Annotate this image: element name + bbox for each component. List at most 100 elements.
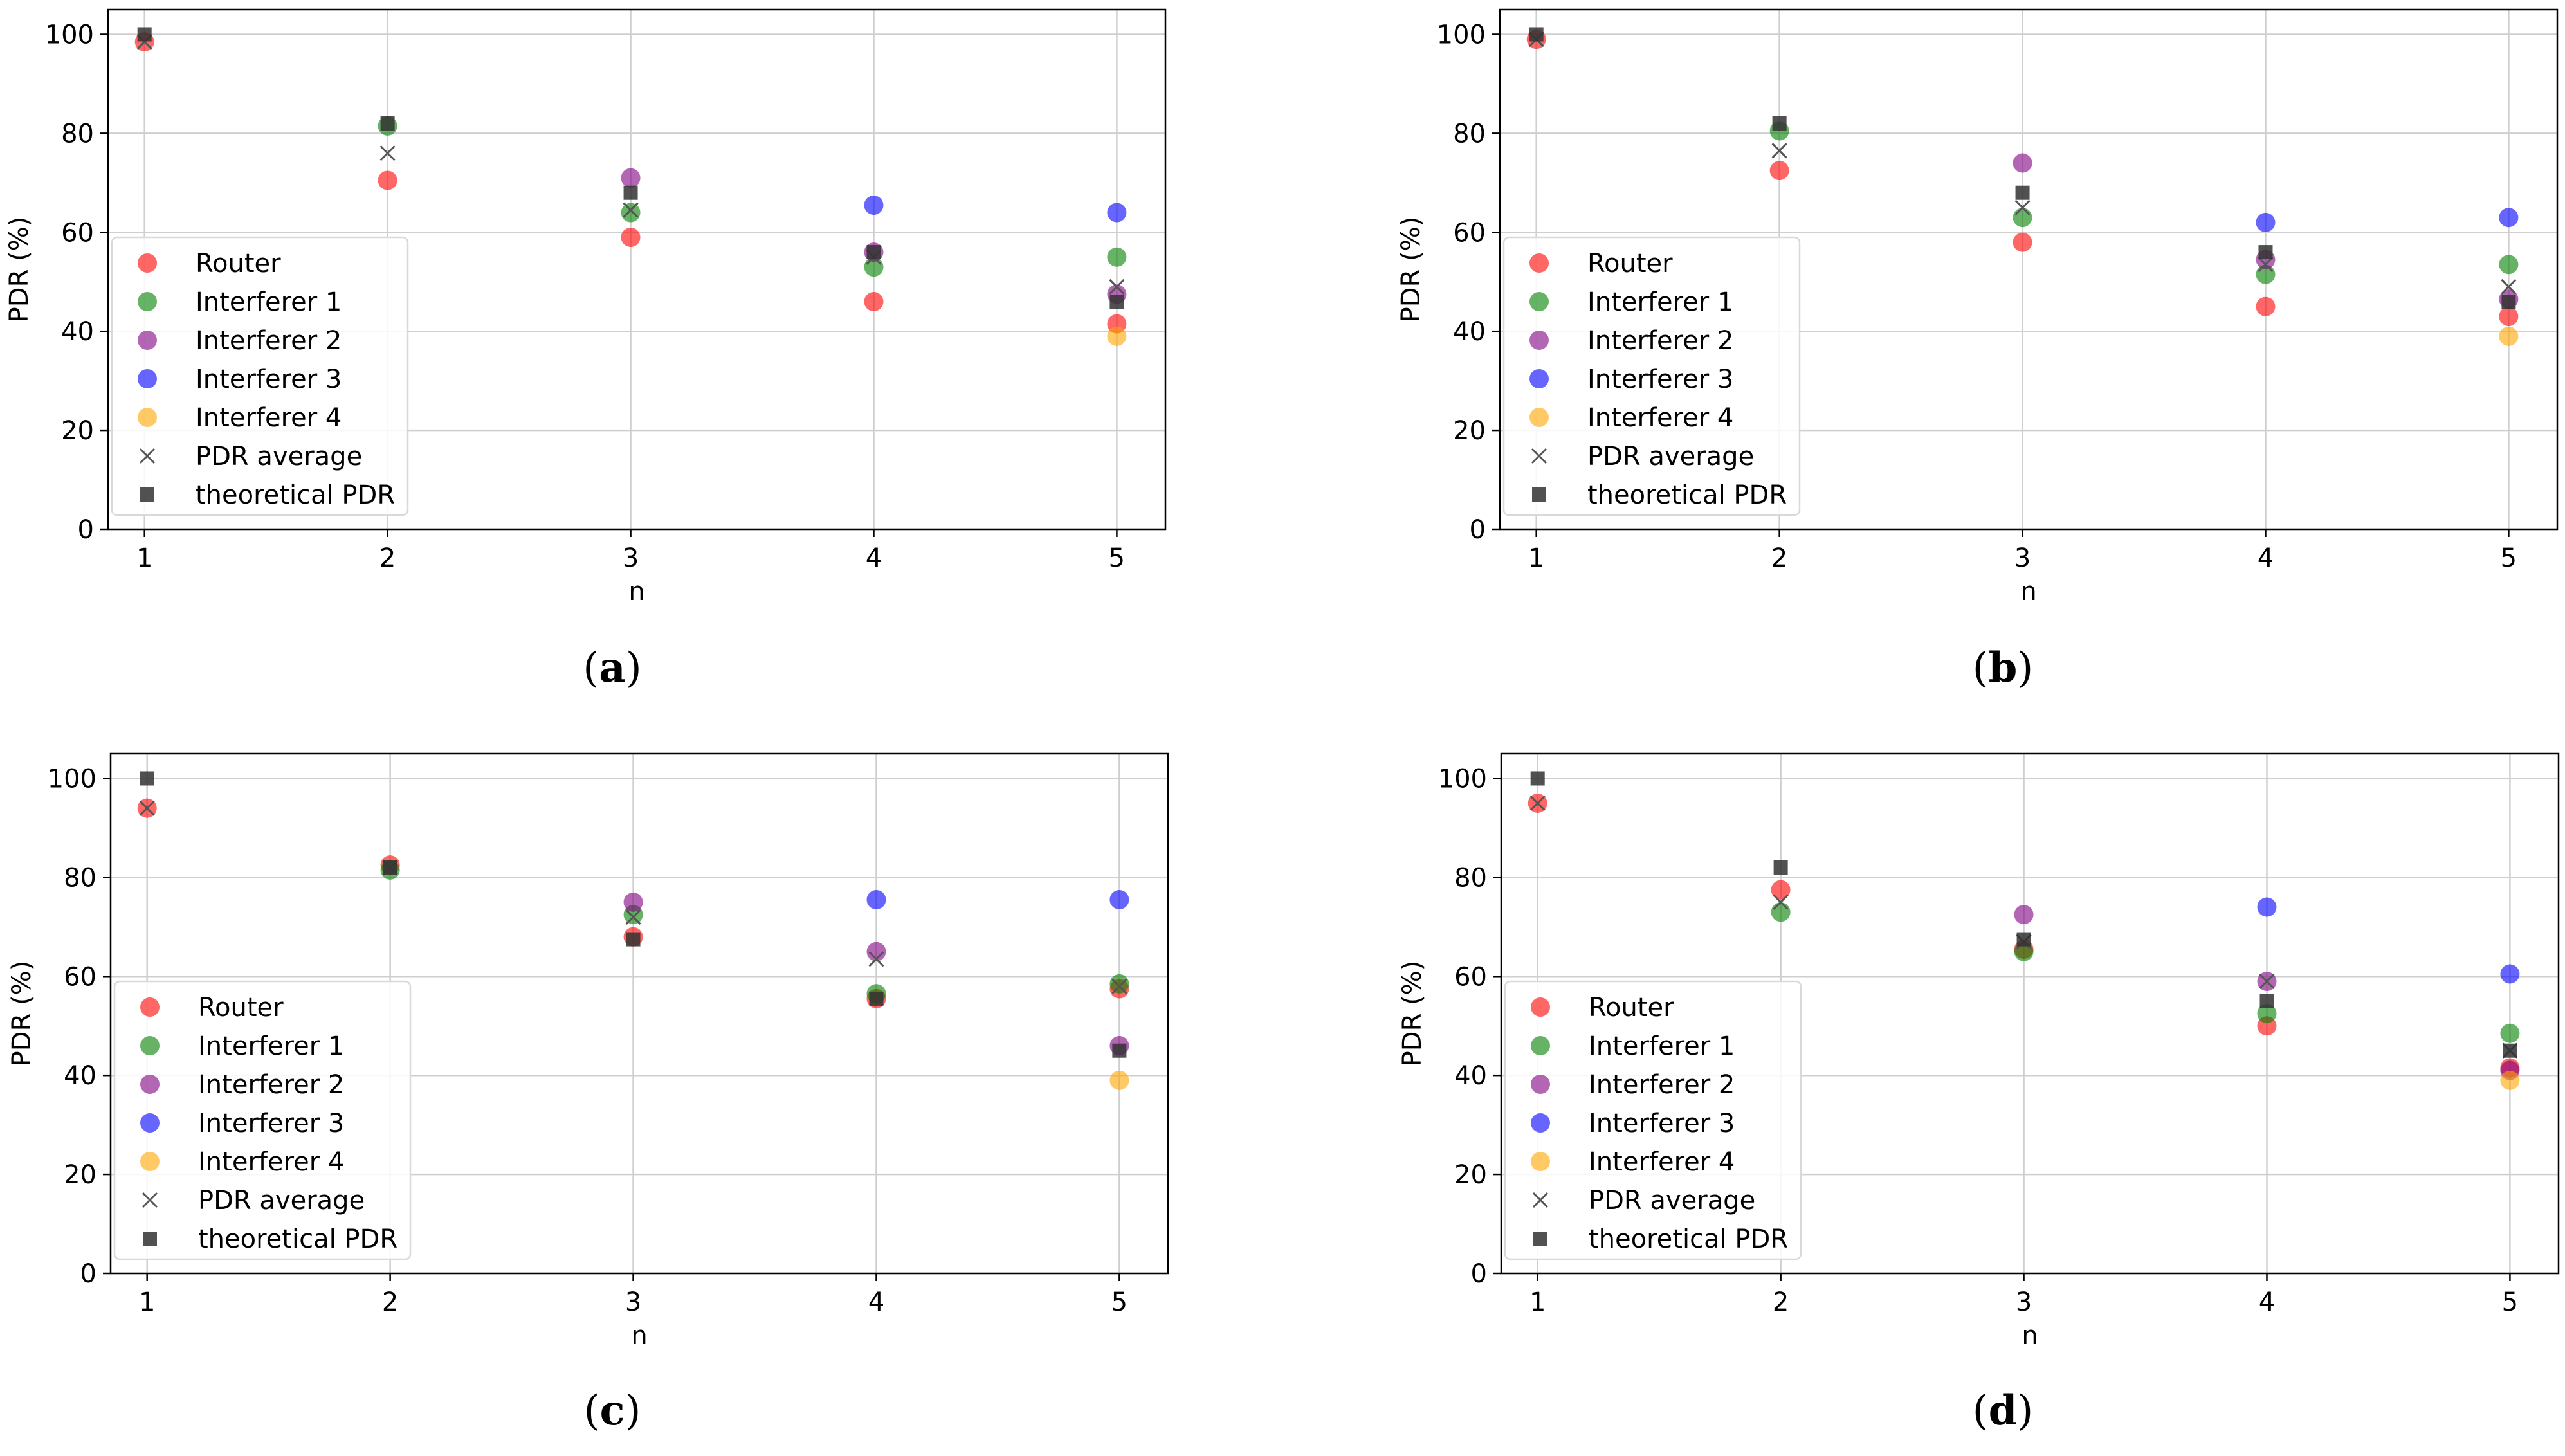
point-interferer-3-n5 [2499,208,2519,228]
point-interferer-1-n5 [1107,247,1127,267]
x-axis-label: n [2022,1321,2038,1351]
legend-marker-theoretical-pdr [1533,1232,1547,1246]
point-theoretical-pdr-n3 [2016,932,2031,947]
legend-marker-interferer-3 [140,1113,160,1133]
point-interferer-1-n3 [621,203,641,223]
y-axis-label: PDR (%) [1398,961,1427,1067]
point-pdr-average-n4 [868,951,884,967]
legend-marker-interferer-4 [1529,408,1549,427]
y-tick-label: 20 [64,1160,96,1190]
x-tick-label: 2 [1773,1288,1789,1317]
x-tick-label: 3 [625,1288,641,1317]
point-theoretical-pdr-n2 [1773,860,1788,875]
legend-label: Interferer 4 [198,1147,344,1177]
point-router-n3 [621,227,641,247]
panel-caption: (b) [1973,644,2034,692]
legend-box [1504,980,1802,1260]
legend-marker-interferer-3 [1529,369,1549,388]
y-tick-label: 0 [1470,515,1486,545]
legend-label: Interferer 3 [198,1109,344,1138]
x-tick-label: 1 [136,543,152,573]
point-pdr-average-n3 [625,909,641,925]
legend-label: Interferer 2 [196,326,342,356]
point-theoretical-pdr-n5 [1109,295,1124,309]
point-theoretical-pdr-n1 [1530,771,1545,786]
legend-marker-pdr-average [141,1192,158,1208]
point-router-n4 [2256,296,2276,316]
point-pdr-average-n4 [2259,973,2275,990]
legend-marker-pdr-average [139,448,156,464]
y-tick-label: 40 [64,1061,96,1091]
data-marks [137,771,1129,1090]
legend-marker-interferer-1 [140,1036,160,1055]
x-tick-label: 2 [379,543,396,573]
legend-marker-interferer-4 [138,408,157,427]
x-tick-label: 5 [2501,543,2517,573]
legend-marker-interferer-4 [140,1152,160,1171]
point-interferer-4-n5 [2500,1070,2520,1090]
plot-frame [109,752,1169,1275]
y-tick-label: 60 [61,218,94,248]
legend-label: Router [198,993,284,1023]
point-theoretical-pdr-n4 [2258,245,2273,260]
x-tick-label: 4 [2259,1288,2275,1317]
point-interferer-1-n4 [2257,1004,2277,1023]
x-axis-label: n [631,1321,647,1351]
y-tick-label: 20 [1453,416,1486,446]
legend-marker-interferer-2 [1531,1075,1550,1094]
chart-panel-d: 0 20 40 60 80 100 1 2 3 4 5 n PDR (%) Router Interfere… [1398,752,2560,1435]
point-router-n5 [2499,307,2519,327]
legend-marker-theoretical-pdr [140,487,154,502]
legend: Router Interferer 1 Interferer 2 Interferer… [1504,980,1802,1260]
legend: Router Interferer 1 Interferer 2 Interferer… [111,236,409,516]
x-tick-label: 2 [382,1288,398,1317]
legend-marker-theoretical-pdr [143,1232,157,1246]
panel-caption-letter: a [599,644,625,692]
legend-label: theoretical PDR [198,1224,397,1254]
legend-label: PDR average [198,1186,365,1215]
point-theoretical-pdr-n5 [1112,1043,1127,1058]
legend-marker-router [1531,997,1550,1017]
y-tick-label: 80 [64,863,96,893]
legend-marker-interferer-2 [140,1075,160,1094]
point-theoretical-pdr-n1 [137,27,152,42]
y-tick-label: 20 [1454,1160,1487,1190]
legend-label: Interferer 1 [198,1032,344,1061]
y-axis-label: PDR (%) [7,961,37,1067]
point-theoretical-pdr-n2 [380,116,395,131]
x-tick-label: 1 [1528,543,1544,573]
point-interferer-4-n5 [1109,1070,1129,1090]
legend-marker-interferer-3 [1531,1113,1550,1133]
panel-caption-letter: b [1989,644,2018,692]
point-interferer-4-n5 [2499,326,2519,346]
point-interferer-2-n3 [621,168,641,188]
point-pdr-average-n2 [1773,894,1789,910]
point-interferer-2-n3 [2014,905,2034,925]
point-pdr-average-n3 [623,202,639,218]
chart-panel-b: 0 20 40 60 80 100 1 2 3 4 5 n PDR (%) Router Interfere… [1396,8,2559,692]
point-interferer-3-n5 [1109,890,1129,910]
y-tick-label: 0 [78,515,94,545]
point-interferer-2-n3 [623,892,643,912]
legend-label: Interferer 2 [1589,1070,1735,1100]
y-tick-label: 40 [1454,1061,1487,1091]
point-interferer-1-n2 [1771,902,1791,922]
chart-panel-c: 0 20 40 60 80 100 1 2 3 4 5 n PDR (%) Router Interfere… [7,752,1169,1435]
point-theoretical-pdr-n3 [626,932,641,947]
legend-marker-pdr-average [1532,1192,1549,1208]
x-tick-label: 3 [2014,543,2031,573]
point-interferer-1-n3 [2013,208,2032,228]
point-interferer-3-n4 [864,195,884,215]
x-tick-label: 5 [1109,543,1125,573]
legend-marker-interferer-2 [138,331,157,350]
legend-label: Interferer 3 [1589,1109,1735,1138]
legend-label: Interferer 3 [1587,365,1733,394]
legend-marker-interferer-1 [138,292,157,311]
point-theoretical-pdr-n5 [2501,295,2516,309]
point-theoretical-pdr-n2 [383,860,397,875]
plot-frame [1500,752,2560,1275]
legend-marker-interferer-3 [138,369,157,388]
point-theoretical-pdr-n2 [1772,116,1787,131]
point-router-n2 [1769,161,1789,181]
legend-label: Router [196,249,281,278]
